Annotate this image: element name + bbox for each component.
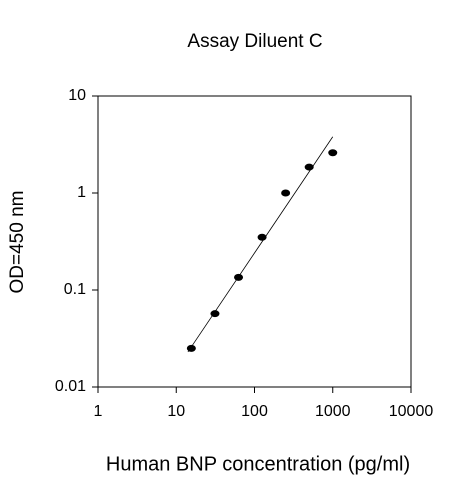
y-tick-label: 0.1 xyxy=(64,281,86,298)
y-tick-label: 10 xyxy=(68,87,86,104)
data-point xyxy=(257,233,267,241)
y-tick-label: 1 xyxy=(77,184,86,201)
x-tick-label: 100 xyxy=(241,403,268,420)
data-point xyxy=(186,344,196,352)
data-point xyxy=(234,273,244,281)
x-axis-label: Human BNP concentration (pg/ml) xyxy=(106,453,410,475)
x-tick-label: 10 xyxy=(167,403,185,420)
data-point xyxy=(210,310,220,318)
y-tick-label: 0.01 xyxy=(55,378,86,395)
data-point xyxy=(328,149,338,157)
x-tick-label: 1000 xyxy=(315,403,351,420)
y-axis-label: OD=450 nm xyxy=(7,191,28,294)
chart-title: Assay Diluent C xyxy=(187,31,322,52)
x-tick-label: 10000 xyxy=(389,403,434,420)
data-point xyxy=(281,189,291,197)
data-point xyxy=(304,163,314,171)
x-tick-label: 1 xyxy=(94,403,103,420)
plot-frame xyxy=(97,95,412,388)
